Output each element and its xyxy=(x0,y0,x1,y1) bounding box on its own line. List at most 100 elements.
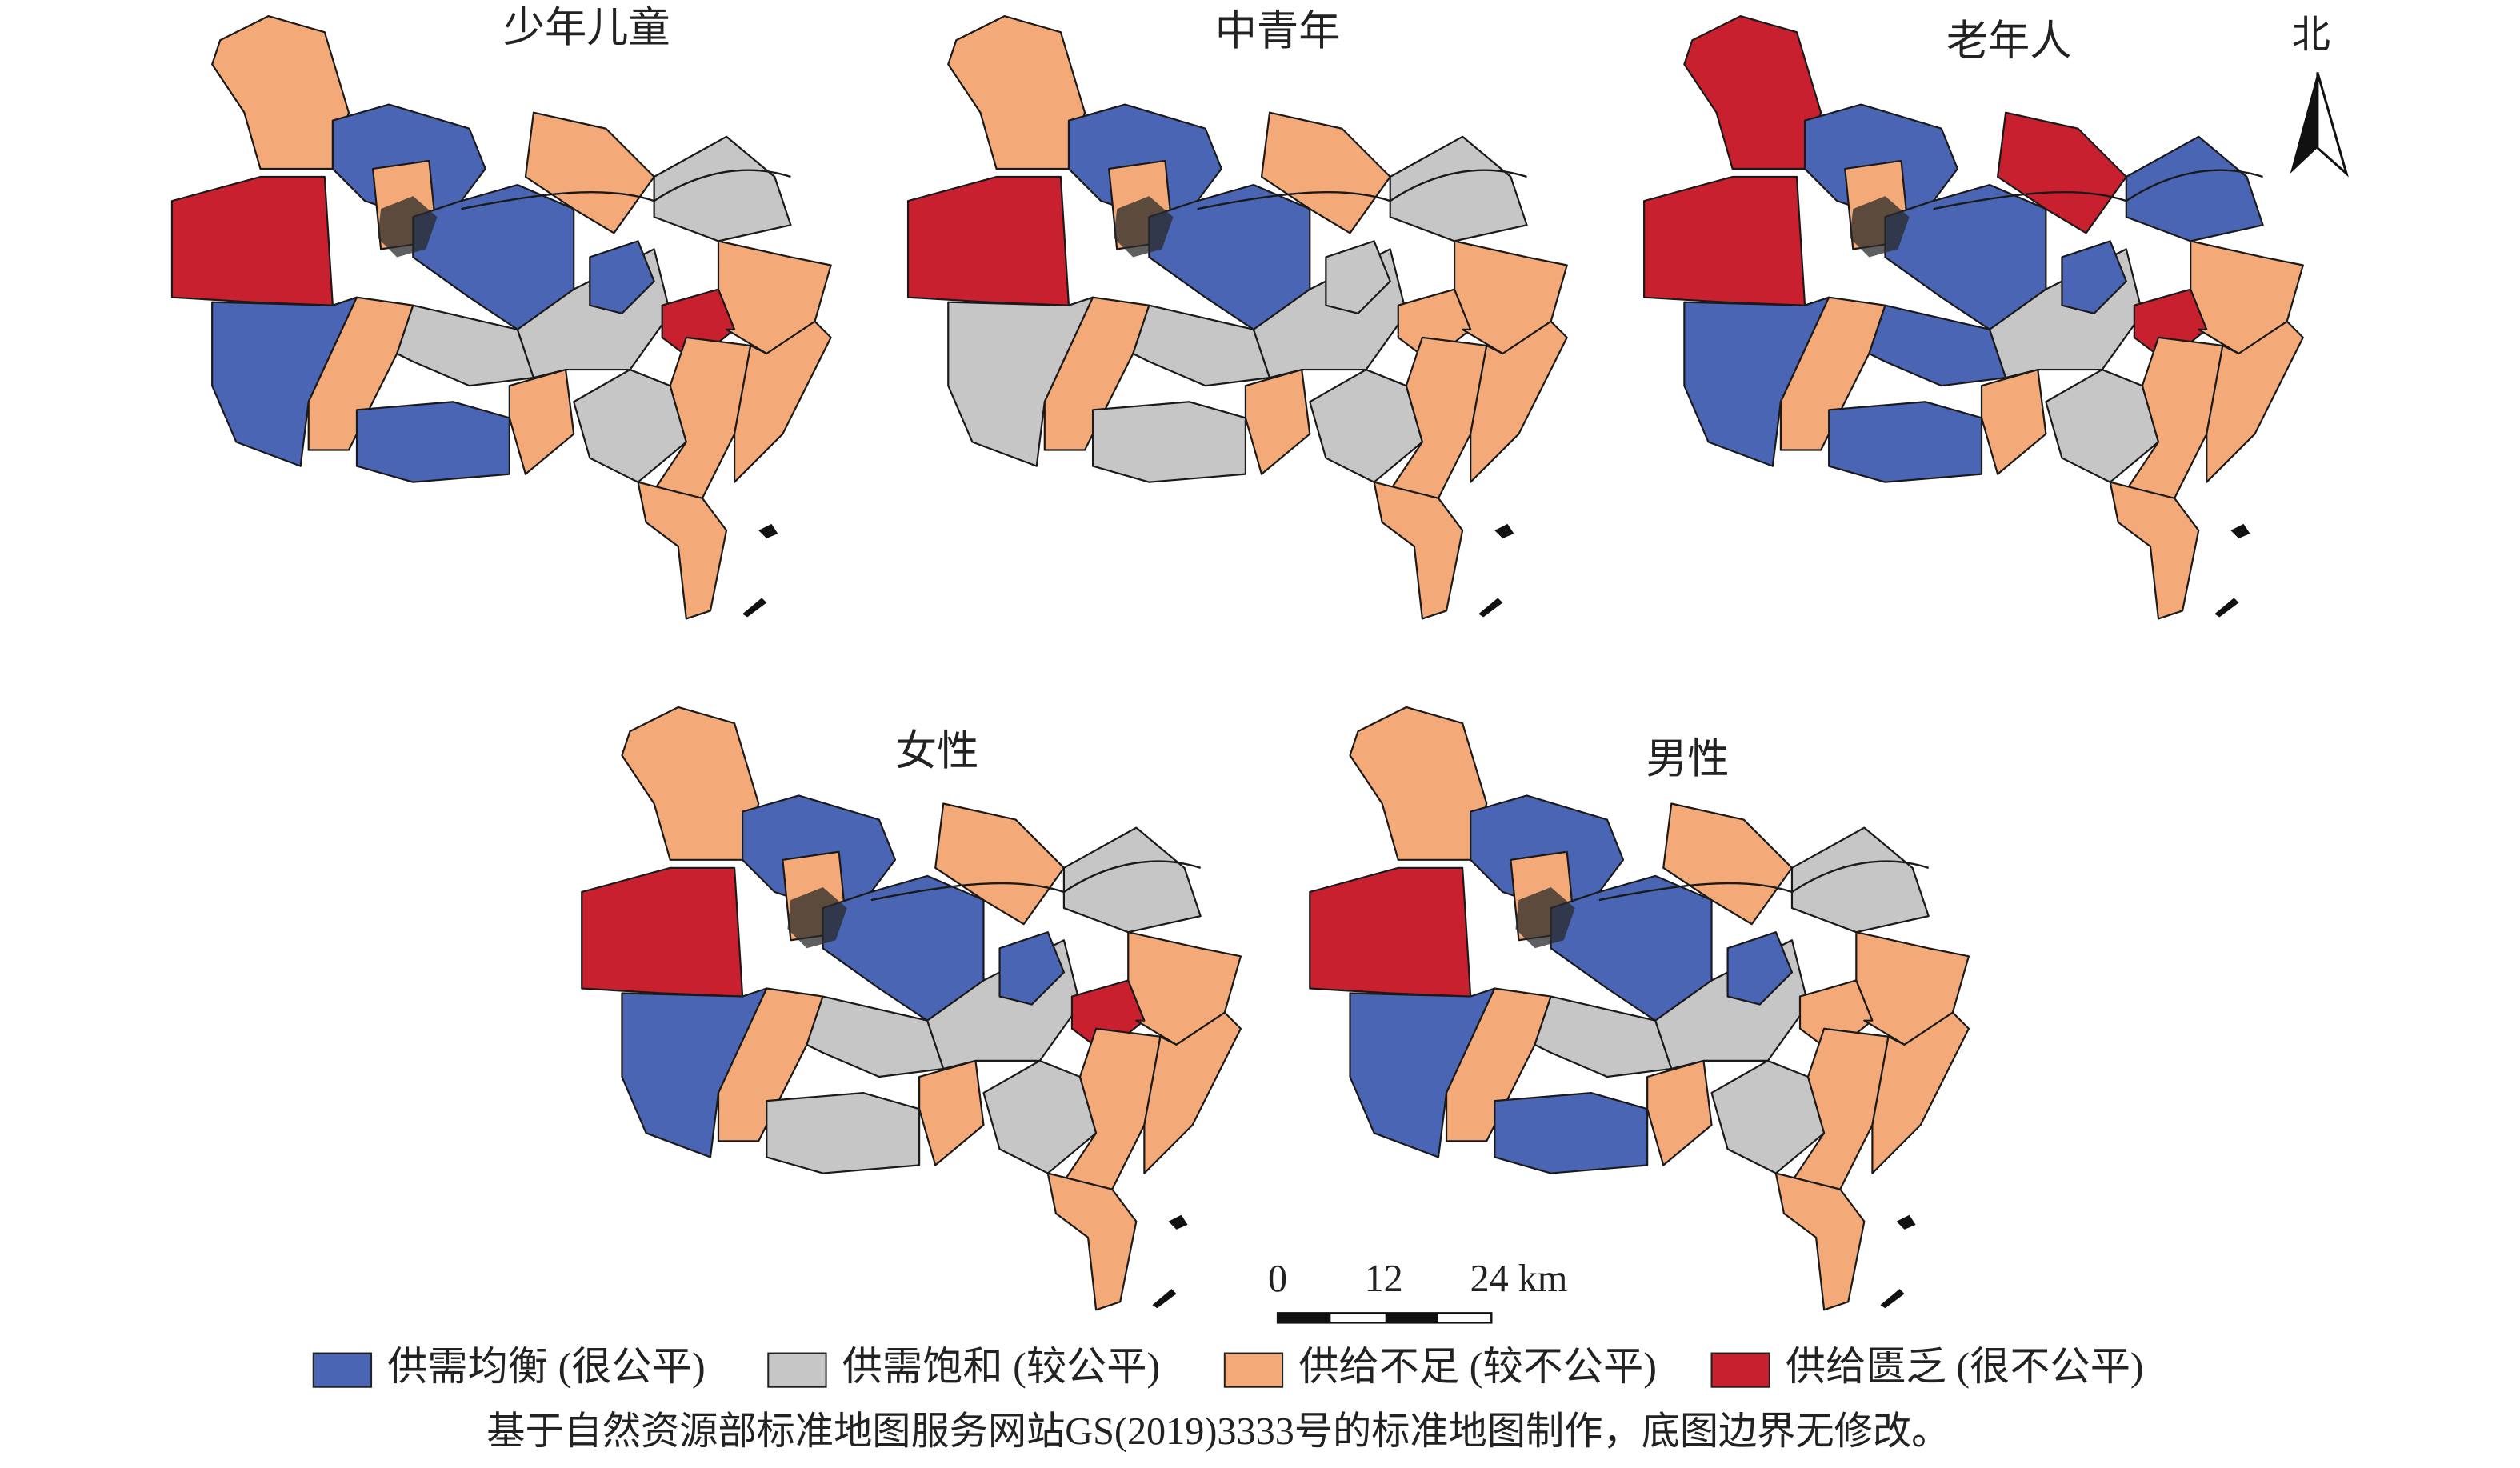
legend-label: 供需饱和 (较公平) xyxy=(842,1344,1161,1389)
urban-area xyxy=(378,196,438,258)
island xyxy=(1152,1214,1188,1309)
district xyxy=(2206,320,2304,483)
district xyxy=(1373,481,1464,620)
district xyxy=(1389,135,1528,242)
legend-swatch xyxy=(767,1352,827,1388)
island xyxy=(1478,523,1514,618)
district xyxy=(1828,401,1983,483)
district xyxy=(947,296,1094,467)
map-title: 中青年 xyxy=(1215,8,1341,54)
district xyxy=(918,1059,985,1166)
district xyxy=(1683,296,1830,467)
legend: 供需均衡 (很公平) 供需饱和 (较公平) 供给不足 (较不公平) 供给匮乏 (很不公… xyxy=(312,1344,2144,1389)
legend-label: 供给不足 (较不公平) xyxy=(1298,1344,1657,1389)
district xyxy=(2109,481,2200,620)
island xyxy=(2214,523,2250,618)
district xyxy=(1774,1172,1866,1311)
river xyxy=(461,169,791,210)
legend-swatch xyxy=(1710,1352,1770,1388)
district xyxy=(1091,401,1247,483)
district xyxy=(1062,826,1202,934)
district xyxy=(1494,1091,1649,1174)
district xyxy=(211,15,350,170)
district xyxy=(589,240,655,314)
scale-bar-segment xyxy=(1385,1313,1438,1323)
island xyxy=(1880,1214,1916,1309)
district xyxy=(1325,240,1391,314)
district xyxy=(1143,1011,1242,1174)
district xyxy=(1244,368,1311,475)
district xyxy=(998,931,1066,1006)
district xyxy=(1790,826,1930,934)
district xyxy=(508,368,575,475)
scale-label: 24 km xyxy=(1470,1258,1568,1300)
map-title: 少年儿童 xyxy=(503,5,670,51)
district xyxy=(2045,368,2160,483)
district xyxy=(621,987,768,1158)
legend-swatch xyxy=(312,1352,373,1388)
legend-label: 供需均衡 (很公平) xyxy=(387,1344,706,1389)
river xyxy=(1598,860,1930,902)
district xyxy=(1470,320,1568,483)
district xyxy=(637,481,728,620)
district xyxy=(1349,706,1488,861)
district xyxy=(733,320,832,483)
map-title: 女性 xyxy=(895,728,978,774)
district xyxy=(355,401,510,483)
district xyxy=(982,1059,1098,1174)
district xyxy=(1726,931,1794,1006)
district xyxy=(1996,111,2127,234)
river xyxy=(1197,169,1527,210)
district xyxy=(1309,368,1424,483)
caption: 基于自然资源部标准地图服务网站GS(2019)3333号的标准地图制作，底图边界… xyxy=(486,1410,1950,1453)
scale-label: 0 xyxy=(1268,1258,1287,1300)
urban-area xyxy=(787,886,847,949)
district xyxy=(1710,1059,1826,1174)
map-panel: 少年儿童 xyxy=(170,5,832,620)
district xyxy=(170,175,334,306)
district xyxy=(1260,111,1391,234)
district xyxy=(211,296,358,467)
district xyxy=(906,175,1070,306)
district xyxy=(1871,1011,1970,1174)
scale-label: 12 xyxy=(1365,1258,1403,1300)
urban-area xyxy=(1114,196,1174,258)
river xyxy=(1933,169,2263,210)
district xyxy=(1646,1059,1713,1166)
island xyxy=(742,523,778,618)
district xyxy=(573,368,687,483)
legend-label: 供给匮乏 (很不公平) xyxy=(1786,1344,2144,1389)
district xyxy=(653,135,792,242)
north-arrow xyxy=(2316,72,2349,178)
urban-area xyxy=(1515,886,1575,949)
district xyxy=(524,111,655,234)
scale-bar-segment xyxy=(1278,1313,1331,1323)
district xyxy=(1046,1172,1138,1311)
map-panel: 男性 xyxy=(1309,706,1970,1311)
legend-swatch xyxy=(1223,1352,1284,1388)
map-title: 男性 xyxy=(1646,736,1729,782)
scale-bar: 0 12 24 km xyxy=(1268,1258,1568,1324)
district xyxy=(1662,802,1794,926)
river xyxy=(870,860,1202,902)
district xyxy=(1683,15,1822,170)
district xyxy=(2125,135,2264,242)
urban-area xyxy=(1850,196,1910,258)
district xyxy=(2061,240,2127,314)
district xyxy=(1643,175,1806,306)
district xyxy=(947,15,1086,170)
district xyxy=(1980,368,2047,475)
north-label: 北 xyxy=(2292,14,2330,56)
map-panel: 中青年 xyxy=(906,8,1568,620)
district xyxy=(1349,987,1496,1158)
map-panel: 老年人 xyxy=(1643,15,2304,620)
district xyxy=(766,1091,921,1174)
map-title: 老年人 xyxy=(1946,18,2072,64)
district xyxy=(934,802,1066,926)
district xyxy=(1309,866,1472,998)
district xyxy=(621,706,760,861)
district xyxy=(581,866,744,998)
north-arrow xyxy=(2290,72,2318,174)
